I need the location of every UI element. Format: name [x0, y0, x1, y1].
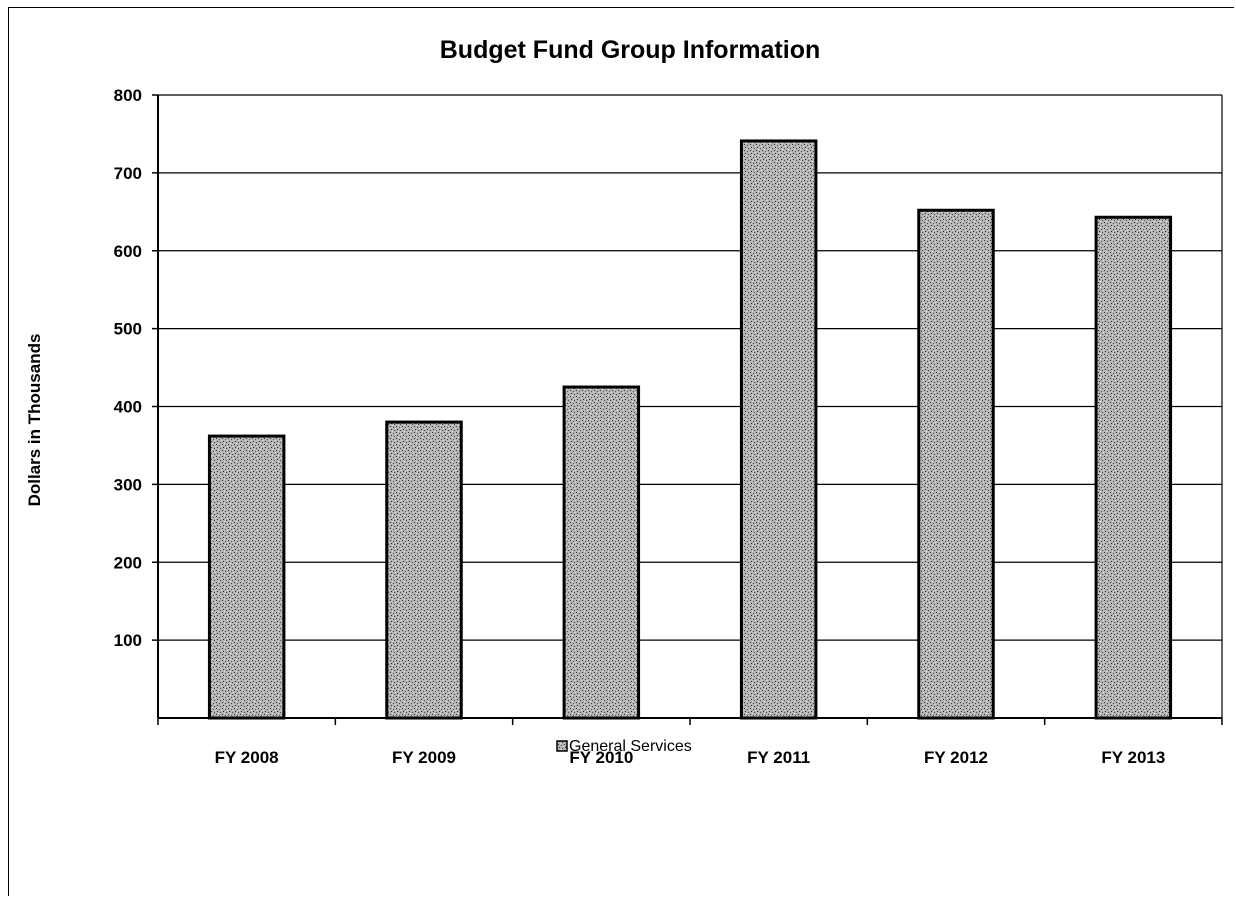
bar-fy-2011 — [739, 139, 818, 720]
y-tick-label: 600 — [114, 242, 142, 261]
chart-frame — [8, 7, 1234, 896]
bar-fy-2010 — [562, 385, 641, 720]
x-tick-labels: FY 2008 FY 2009 FY 2010 FY 2011 FY 2012 FY 20… — [215, 748, 1166, 767]
x-tick-label: FY 2013 — [1101, 748, 1165, 767]
y-tick-label: 100 — [114, 631, 142, 650]
axes — [157, 95, 1223, 725]
bar-fy-2009 — [385, 420, 463, 720]
y-tick-label: 500 — [114, 320, 142, 339]
bars — [207, 139, 1173, 720]
bar-fy-2012 — [917, 208, 995, 720]
y-tick-label: 700 — [114, 164, 142, 183]
y-axis-title: Dollars in Thousands — [25, 334, 44, 507]
x-tick-label: FY 2010 — [569, 748, 633, 767]
y-tick-label: 400 — [114, 398, 142, 417]
legend-swatch — [556, 740, 568, 752]
chart-title: Budget Fund Group Information — [440, 36, 821, 64]
x-tick-label: FY 2011 — [747, 748, 810, 767]
y-tick-label: 300 — [114, 475, 142, 494]
x-tick-label: FY 2009 — [392, 748, 456, 767]
y-tick-label: 200 — [114, 553, 142, 572]
bar-fy-2008 — [207, 434, 286, 720]
y-tick-labels: 100 200 300 400 500 600 700 800 — [114, 86, 158, 650]
y-tick-label: 800 — [114, 86, 142, 105]
legend: General Services — [556, 738, 692, 755]
x-tick-label: FY 2012 — [924, 748, 988, 767]
gridlines — [158, 94, 1222, 641]
legend-label-general-services: General Services — [569, 738, 692, 755]
bar-fy-2013 — [1094, 215, 1173, 720]
x-tick-label: FY 2008 — [215, 748, 279, 767]
